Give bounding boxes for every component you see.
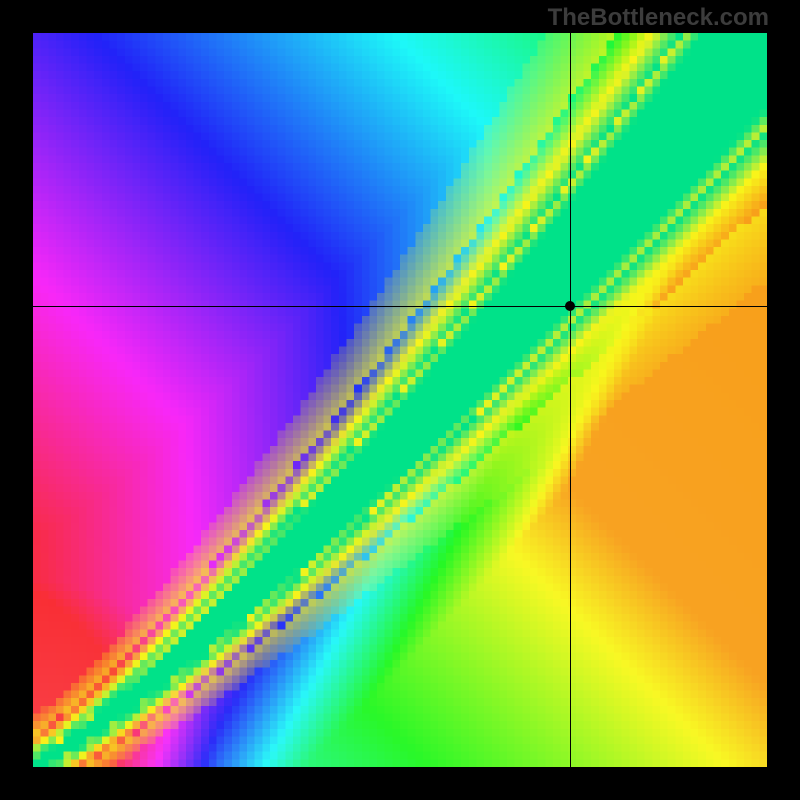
crosshair-vertical <box>570 33 571 767</box>
bottleneck-heatmap <box>33 33 767 767</box>
crosshair-horizontal <box>33 306 767 307</box>
watermark-text: TheBottleneck.com <box>548 4 769 32</box>
crosshair-marker <box>565 301 575 311</box>
chart-container: TheBottleneck.com <box>0 0 800 800</box>
